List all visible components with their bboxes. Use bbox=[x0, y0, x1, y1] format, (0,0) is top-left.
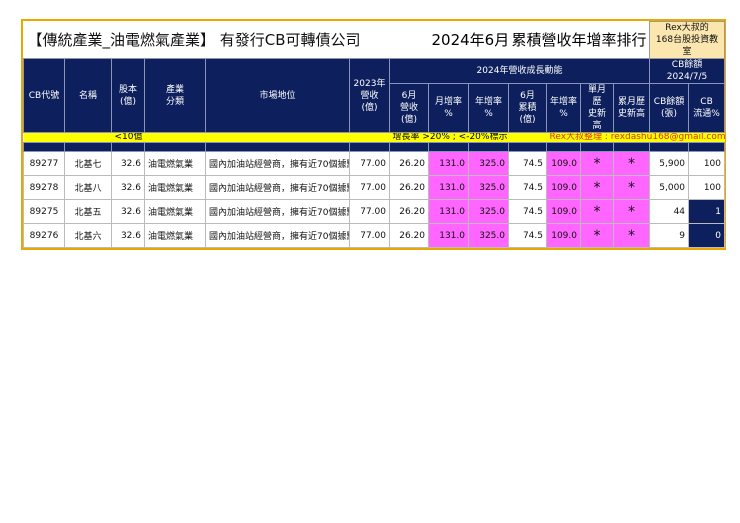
cell-month-high: * bbox=[580, 151, 614, 176]
cell-industry: 油電燃氣業 bbox=[144, 223, 206, 248]
cell-industry: 油電燃氣業 bbox=[144, 175, 206, 200]
cell-mom: 131.0 bbox=[428, 151, 469, 176]
cell-cb-float: 1 bbox=[688, 199, 726, 224]
badge-line2: 168台股投資教室 bbox=[655, 35, 719, 57]
cell-jun-rev: 26.20 bbox=[389, 175, 429, 200]
cell-market: 國內加油站經營商，擁有近70個據點 bbox=[205, 199, 350, 224]
cell-capital: 32.6 bbox=[111, 199, 145, 224]
cell-code: 89278 bbox=[23, 175, 65, 200]
table-row: 89276 北基六 32.6 油電燃氣業 國內加油站經營商，擁有近70個據點 77.00 2… bbox=[23, 223, 726, 248]
cell-cum-high: * bbox=[612, 151, 651, 176]
header-rev2023: 2023年 營收(億) bbox=[349, 58, 390, 133]
report-table-frame: 【傳統產業_油電燃氣產業】 有發行CB可轉債公司 2024年6月 累積營收年增率… bbox=[21, 19, 726, 250]
table-row: 89275 北基五 32.6 油電燃氣業 國內加油站經營商，擁有近70個據點 77.00 2… bbox=[23, 199, 726, 224]
cell-market: 國內加油站經營商，擁有近70個據點 bbox=[205, 151, 350, 176]
cell-name: 北基五 bbox=[64, 199, 112, 224]
note-capital: <10億 bbox=[111, 132, 350, 143]
cell-cb-balance: 5,000 bbox=[649, 175, 690, 200]
cell-capital: 32.6 bbox=[111, 223, 145, 248]
cell-month-high: * bbox=[580, 223, 614, 248]
cell-cb-float: 0 bbox=[688, 223, 726, 248]
cell-cum-yoy: 109.0 bbox=[546, 151, 581, 176]
cell-mom: 131.0 bbox=[428, 175, 469, 200]
cell-cb-balance: 5,900 bbox=[649, 151, 690, 176]
cell-cum-high: * bbox=[612, 199, 651, 224]
cell-yoy: 325.0 bbox=[468, 223, 509, 248]
note-growth: 增長率 >20% ; <-20%標示 bbox=[389, 132, 547, 143]
cell-yoy: 325.0 bbox=[468, 199, 509, 224]
cell-cum-yoy: 109.0 bbox=[546, 223, 581, 248]
cell-jun-cum: 74.5 bbox=[508, 223, 547, 248]
cell-code: 89276 bbox=[23, 223, 65, 248]
cell-month-high: * bbox=[580, 199, 614, 224]
cb-revenue-table: 【傳統產業_油電燃氣產業】 有發行CB可轉債公司 2024年6月 累積營收年增率… bbox=[23, 21, 726, 248]
cell-code: 89277 bbox=[23, 151, 65, 176]
cell-code: 89275 bbox=[23, 199, 65, 224]
cell-jun-cum: 74.5 bbox=[508, 175, 547, 200]
header-name: 名稱 bbox=[64, 58, 112, 133]
badge-line1: Rex大叔的 bbox=[665, 23, 709, 33]
header-cb-balance: CB餘額 (張) bbox=[649, 83, 690, 133]
table-row: 89277 北基七 32.6 油電燃氣業 國內加油站經營商，擁有近70個據點 77.00 2… bbox=[23, 151, 726, 176]
cell-cum-high: * bbox=[612, 223, 651, 248]
cell-yoy: 325.0 bbox=[468, 175, 509, 200]
cell-cb-float: 100 bbox=[688, 175, 726, 200]
header-cb-group: CB餘額 2024/7/5 bbox=[649, 58, 726, 84]
cell-cb-balance: 9 bbox=[649, 223, 690, 248]
header-cum-yoy: 年增率% bbox=[546, 83, 581, 133]
cell-cum-high: * bbox=[612, 175, 651, 200]
author-badge: Rex大叔的 168台股投資教室 bbox=[649, 21, 726, 59]
header-market: 市場地位 bbox=[205, 58, 350, 133]
cell-jun-rev: 26.20 bbox=[389, 199, 429, 224]
header-cum-high: 累月歷 史新高 bbox=[612, 83, 651, 133]
cell-capital: 32.6 bbox=[111, 175, 145, 200]
cell-jun-rev: 26.20 bbox=[389, 151, 429, 176]
cell-market: 國內加油站經營商，擁有近70個據點 bbox=[205, 175, 350, 200]
cell-rev2023: 77.00 bbox=[349, 223, 390, 248]
header-jun-cum: 6月 累積(億) bbox=[508, 83, 547, 133]
header-cb-float: CB 流通% bbox=[688, 83, 726, 133]
cell-name: 北基六 bbox=[64, 223, 112, 248]
cell-industry: 油電燃氣業 bbox=[144, 199, 206, 224]
cell-rev2023: 77.00 bbox=[349, 175, 390, 200]
cell-market: 國內加油站經營商，擁有近70個據點 bbox=[205, 223, 350, 248]
header-capital: 股本 (億) bbox=[111, 58, 145, 133]
header-yoy: 年增率% bbox=[468, 83, 509, 133]
cell-yoy: 325.0 bbox=[468, 151, 509, 176]
cell-mom: 131.0 bbox=[428, 199, 469, 224]
cell-cb-balance: 44 bbox=[649, 199, 690, 224]
cell-jun-cum: 74.5 bbox=[508, 151, 547, 176]
report-subtitle: 累積營收年增率排行 bbox=[511, 31, 647, 50]
header-month-high: 單月歷 史新高 bbox=[580, 83, 614, 133]
cell-rev2023: 77.00 bbox=[349, 151, 390, 176]
cell-capital: 32.6 bbox=[111, 151, 145, 176]
cell-name: 北基七 bbox=[64, 151, 112, 176]
cell-industry: 油電燃氣業 bbox=[144, 151, 206, 176]
header-mom: 月增率% bbox=[428, 83, 469, 133]
header-growth-group: 2024年營收成長動能 bbox=[388, 58, 651, 84]
cell-cum-yoy: 109.0 bbox=[546, 175, 581, 200]
note-author: Rex大叔整理 : rexdashu168@gmail.com bbox=[546, 132, 725, 143]
header-code: CB代號 bbox=[23, 58, 65, 133]
header-jun-rev: 6月 營收(億) bbox=[389, 83, 429, 133]
cell-cum-yoy: 109.0 bbox=[546, 199, 581, 224]
cell-jun-rev: 26.20 bbox=[389, 223, 429, 248]
cell-month-high: * bbox=[580, 175, 614, 200]
table-row: 89278 北基八 32.6 油電燃氣業 國內加油站經營商，擁有近70個據點 77.00 2… bbox=[23, 175, 726, 200]
cell-rev2023: 77.00 bbox=[349, 199, 390, 224]
cell-mom: 131.0 bbox=[428, 223, 469, 248]
page-title: 【傳統產業_油電燃氣產業】 有發行CB可轉債公司 bbox=[27, 31, 361, 50]
report-date: 2024年6月 bbox=[431, 31, 509, 50]
cell-jun-cum: 74.5 bbox=[508, 199, 547, 224]
cell-name: 北基八 bbox=[64, 175, 112, 200]
header-industry: 產業 分類 bbox=[144, 58, 206, 133]
cell-cb-float: 100 bbox=[688, 151, 726, 176]
